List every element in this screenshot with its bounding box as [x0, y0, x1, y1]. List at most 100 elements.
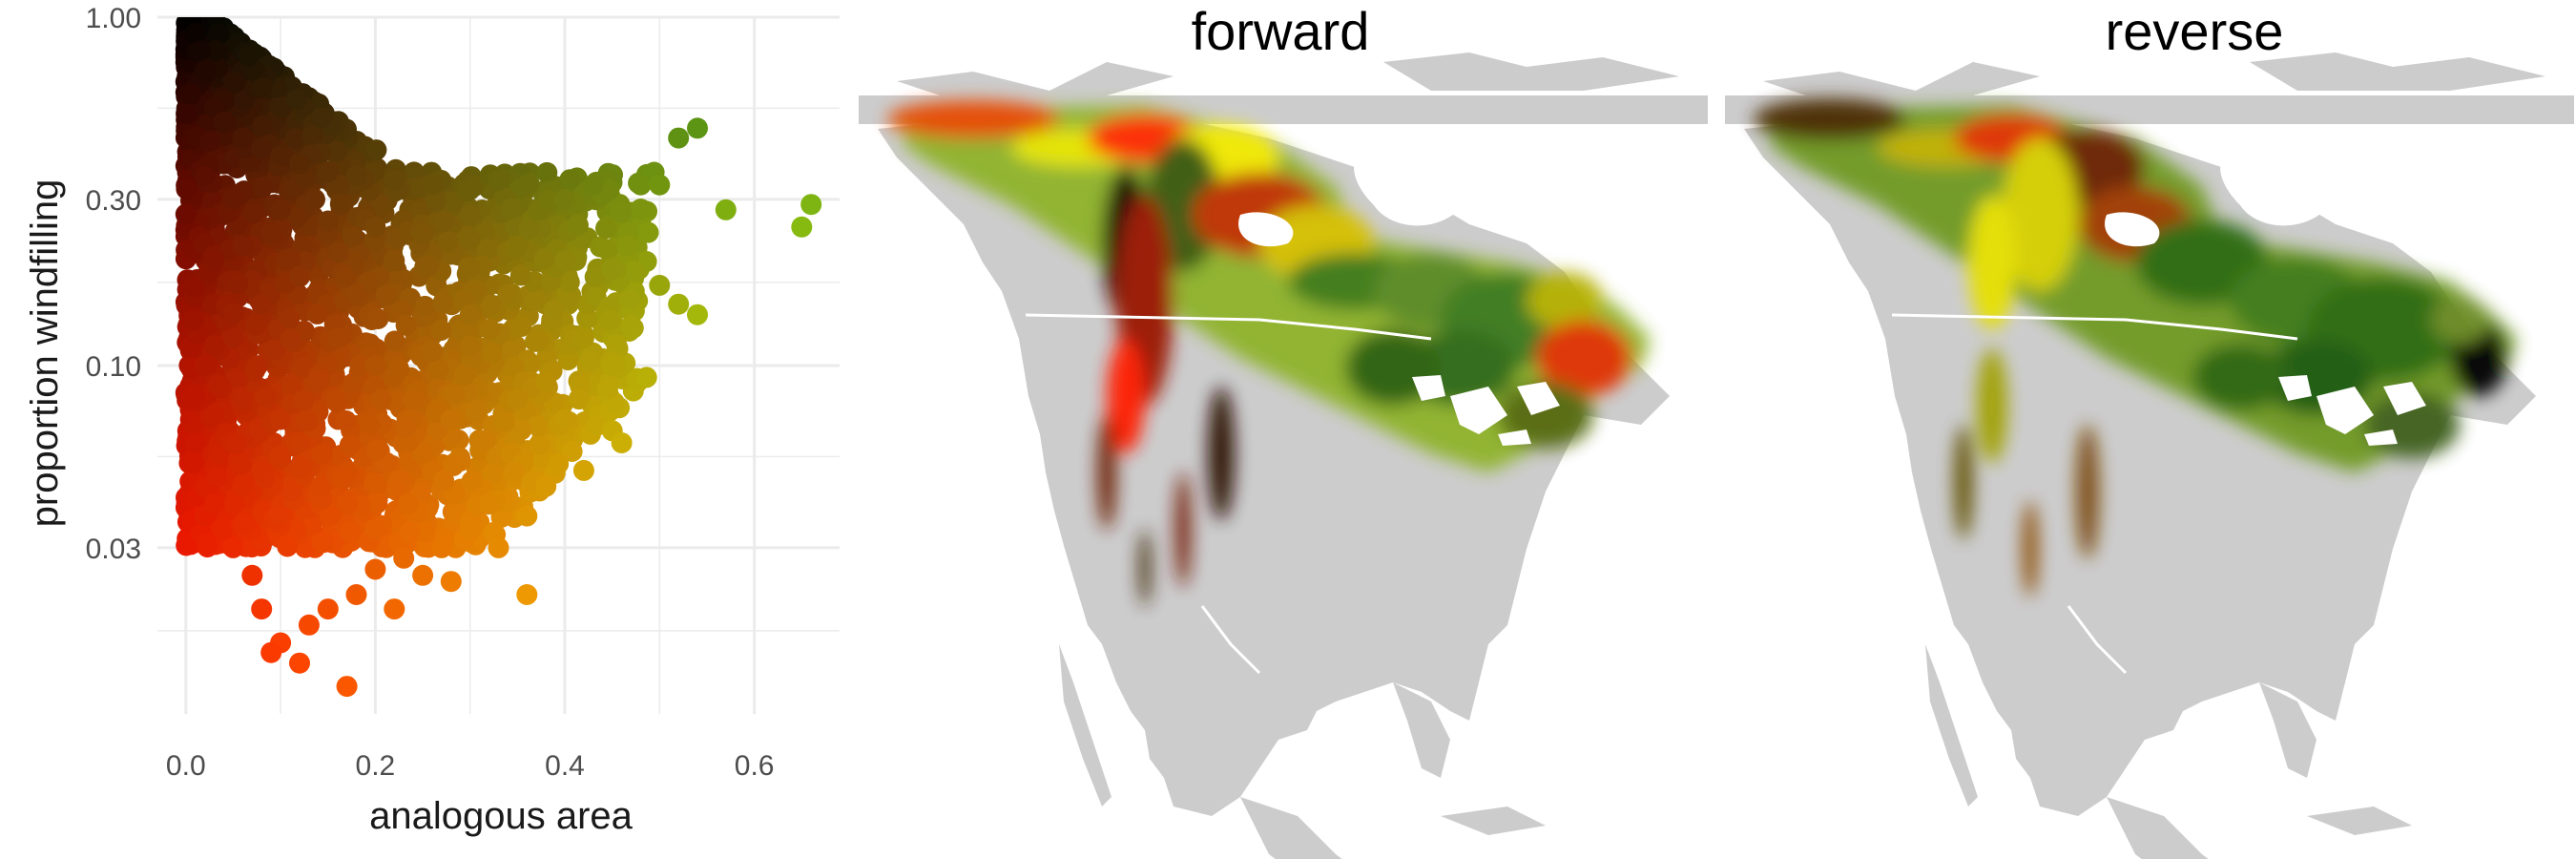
- scatter-point: [252, 115, 274, 136]
- scatter-point: [620, 315, 642, 337]
- scatter-point: [595, 218, 616, 240]
- scatter-point: [307, 370, 329, 392]
- scatter-point: [309, 476, 331, 498]
- scatter-point: [557, 349, 579, 371]
- scatter-point: [500, 198, 522, 220]
- scatter-point: [370, 388, 392, 410]
- scatter-point: [270, 145, 292, 167]
- scatter-point: [183, 309, 205, 331]
- scatter-point: [365, 139, 387, 161]
- scatter-point: [497, 283, 519, 305]
- x-axis-title: analogous area: [369, 795, 634, 837]
- scatter-point: [335, 266, 357, 288]
- scatter-point: [270, 199, 292, 220]
- scatter-point: [340, 521, 362, 543]
- map-reverse: [1725, 52, 2574, 859]
- scatter-point: [476, 239, 498, 261]
- scatter-point: [418, 255, 440, 277]
- scatter-point: [601, 258, 623, 280]
- scatter-point: [332, 469, 354, 490]
- scatter-point: [317, 160, 339, 182]
- scatter-point: [320, 505, 341, 527]
- scatter-point: [411, 442, 433, 464]
- scatter-point: [301, 125, 323, 147]
- scatter-point: [342, 225, 364, 247]
- scatter-point: [582, 174, 604, 196]
- scatter-point: [230, 453, 252, 475]
- scatter-point: [525, 289, 546, 310]
- scatter-point: [427, 357, 449, 379]
- scatter-point: [252, 177, 274, 198]
- scatter-point: [599, 309, 621, 331]
- scatter-point: [223, 493, 245, 515]
- scatter-point: [285, 519, 307, 541]
- scatter-point: [507, 236, 529, 257]
- scatter-point: [189, 40, 211, 62]
- scatter-point: [297, 410, 318, 432]
- scatter-point: [194, 355, 216, 376]
- scatter-point: [313, 532, 335, 554]
- scatter-point: [443, 454, 465, 476]
- scatter-point: [326, 327, 348, 349]
- scatter-point: [280, 480, 301, 502]
- scatter-point: [183, 276, 205, 298]
- scatter-point: [458, 320, 480, 342]
- scatter-point: [619, 288, 641, 310]
- scatter-point: [222, 536, 244, 558]
- scatter-point: [422, 174, 443, 196]
- scatter-point: [459, 257, 480, 279]
- scatter-point: [561, 441, 583, 462]
- scatter-point: [251, 598, 273, 620]
- scatter-point: [572, 327, 594, 349]
- scatter-point: [317, 598, 339, 620]
- scatter-point: [488, 536, 509, 558]
- scatter-point: [579, 350, 601, 372]
- scatter-point: [184, 432, 206, 453]
- scatter-point: [203, 493, 225, 515]
- scatter-point: [256, 386, 277, 408]
- x-tick-label: 0.6: [735, 750, 775, 782]
- scatter-point: [264, 339, 286, 361]
- scatter-point: [286, 88, 308, 110]
- scatter-point: [519, 353, 541, 375]
- scatter-point: [507, 388, 529, 410]
- scatter-point: [198, 131, 220, 153]
- scatter-point: [279, 308, 301, 330]
- scatter-point: [213, 111, 235, 133]
- scatter-point: [364, 216, 386, 238]
- scatter-point: [311, 444, 333, 466]
- scatter-point: [293, 389, 315, 411]
- scatter-point: [481, 463, 503, 485]
- scatter-point: [324, 390, 346, 411]
- scatter-point: [516, 584, 538, 605]
- scatter-point: [330, 189, 352, 211]
- scatter-point: [528, 329, 550, 351]
- scatter-point: [289, 652, 310, 674]
- scatter-point: [223, 302, 244, 324]
- scatter-point: [227, 272, 249, 294]
- scatter-point: [345, 283, 367, 305]
- scatter-point: [430, 320, 452, 342]
- scatter-point: [596, 378, 618, 400]
- y-tick-label: 0.03: [86, 534, 141, 565]
- scatter-point: [503, 461, 525, 483]
- scatter-point: [479, 318, 501, 340]
- scatter-point: [668, 127, 690, 149]
- scatter-point: [649, 174, 671, 196]
- scatter-point: [204, 39, 226, 61]
- scatter-point: [395, 314, 417, 336]
- scatter-point: [412, 564, 434, 586]
- scatter-point: [554, 188, 575, 210]
- scatter-point: [791, 216, 813, 238]
- scatter-point: [194, 165, 216, 187]
- scatter-point: [232, 475, 254, 497]
- scatter-point: [493, 410, 515, 432]
- x-tick-labels: 0.0 0.2 0.4 0.6: [166, 750, 775, 782]
- scatter-point: [251, 293, 273, 315]
- scatter-point: [548, 453, 570, 475]
- scatter-point: [270, 445, 292, 467]
- x-tick-label: 0.4: [545, 750, 585, 782]
- scatter-point: [327, 241, 349, 263]
- scatter-point: [289, 265, 310, 287]
- scatter-point: [616, 235, 638, 257]
